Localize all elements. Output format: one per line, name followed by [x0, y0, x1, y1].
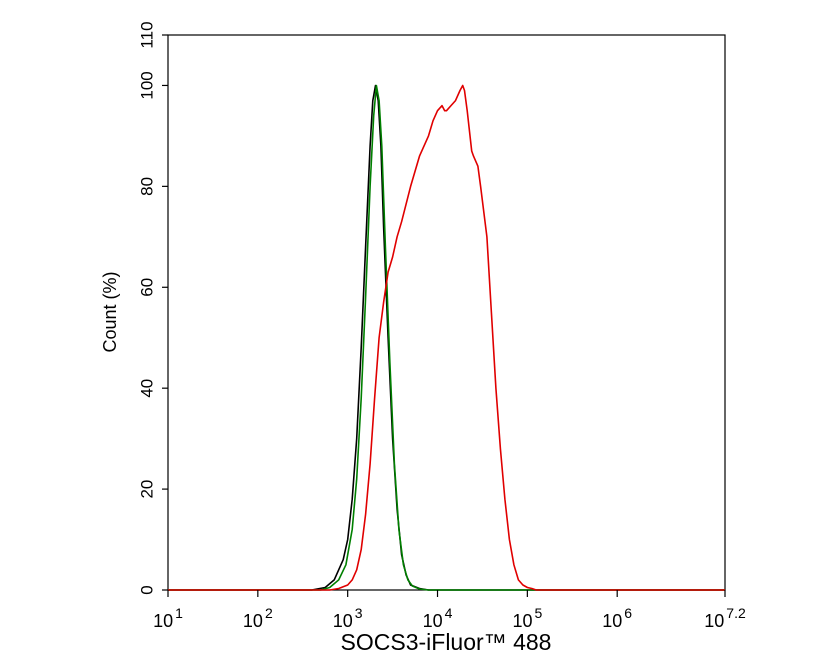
x-tick-label: 10 4 [423, 605, 453, 631]
y-axis: 0 20 40 60 80 100 110 [138, 21, 168, 595]
x-tick-exponent: 2 [265, 605, 273, 621]
series-line-2 [168, 84, 725, 591]
y-tick-label: 80 [138, 177, 157, 196]
x-tick-label: 10 5 [512, 605, 542, 631]
x-axis-label: SOCS3-iFluor™ 488 [341, 629, 552, 655]
x-tick-label: 10 7.2 [704, 605, 746, 631]
x-tick-base: 10 [423, 611, 443, 631]
x-tick-base: 10 [243, 611, 263, 631]
x-tick-base: 10 [602, 611, 622, 631]
x-tick-exponent: 4 [445, 605, 453, 621]
x-tick-base: 10 [704, 611, 724, 631]
y-axis-label: Count (%) [100, 271, 120, 352]
x-tick-exponent: 7.2 [726, 605, 746, 621]
x-tick-label: 10 2 [243, 605, 273, 631]
x-tick-exponent: 5 [534, 605, 542, 621]
y-tick-label: 20 [138, 480, 157, 499]
x-tick-base: 10 [333, 611, 353, 631]
y-tick-label: 100 [138, 71, 157, 99]
x-tick-label: 10 3 [333, 605, 363, 631]
x-tick-exponent: 6 [624, 605, 632, 621]
x-tick-base: 10 [153, 611, 173, 631]
x-tick-label: 10 6 [602, 605, 632, 631]
series-line-1 [168, 84, 725, 591]
x-tick-label: 10 1 [153, 605, 183, 631]
series-line-3 [168, 84, 725, 591]
y-tick-label: 0 [138, 585, 157, 594]
y-tick-label: 40 [138, 379, 157, 398]
y-tick-label: 60 [138, 278, 157, 297]
plot-frame [167, 34, 726, 591]
x-axis: 10 1 10 2 10 3 10 4 10 5 10 6 10 7.2 [153, 590, 746, 631]
x-tick-base: 10 [512, 611, 532, 631]
x-tick-exponent: 1 [175, 605, 183, 621]
x-tick-exponent: 3 [355, 605, 363, 621]
series-layer [168, 84, 725, 591]
y-tick-label: 110 [138, 21, 157, 48]
